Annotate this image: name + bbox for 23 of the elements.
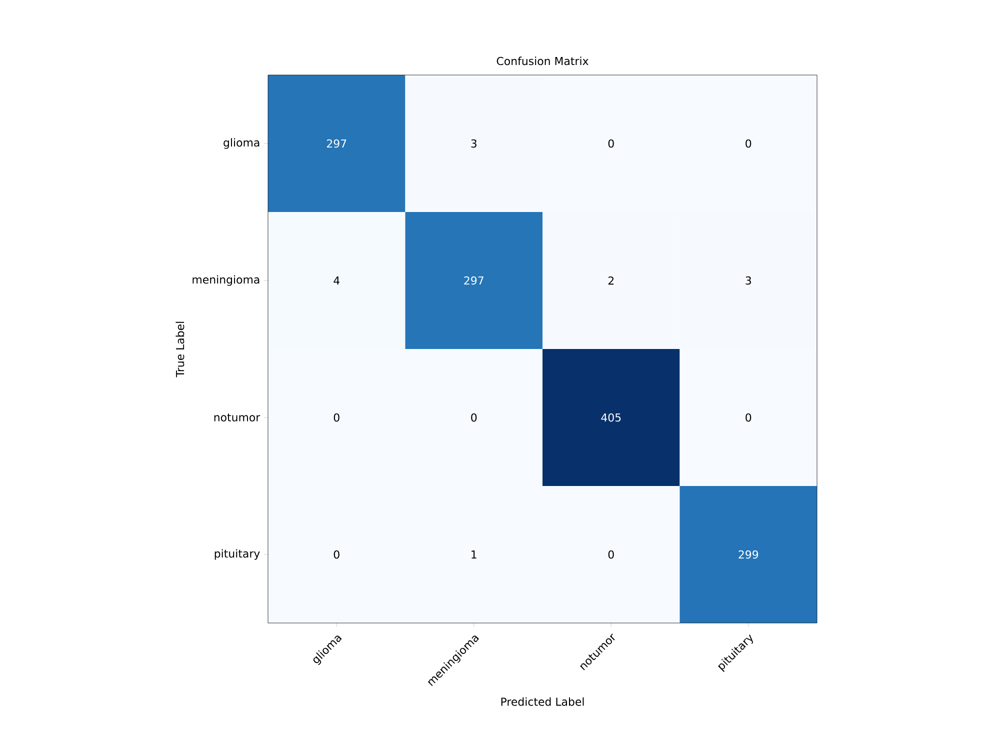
data-label: 0 bbox=[608, 550, 614, 559]
data-label: 299 bbox=[738, 550, 758, 559]
y-tick-label: pituitary bbox=[214, 549, 260, 560]
y-tick-label: glioma bbox=[224, 138, 260, 149]
data-label: 3 bbox=[746, 276, 751, 285]
data-label: 0 bbox=[334, 550, 340, 559]
data-label: 0 bbox=[746, 413, 752, 422]
data-label: 0 bbox=[471, 413, 477, 422]
data-label: 297 bbox=[326, 139, 346, 148]
y-tick-label: meningioma bbox=[192, 275, 260, 286]
data-label: 297 bbox=[464, 276, 484, 285]
data-label: 3 bbox=[471, 139, 476, 148]
x-axis-title: Predicted Label bbox=[501, 697, 584, 706]
data-label: 4 bbox=[334, 276, 340, 284]
data-label: 405 bbox=[601, 413, 621, 422]
y-tick-label: notumor bbox=[214, 414, 260, 422]
data-label: 0 bbox=[746, 139, 752, 148]
y-axis-title: True Label bbox=[176, 322, 184, 378]
data-label: 0 bbox=[608, 139, 614, 148]
data-label: 2 bbox=[608, 276, 614, 285]
data-label: 1 bbox=[472, 550, 476, 558]
data-label: 0 bbox=[334, 413, 340, 422]
chart-title: Confusion Matrix bbox=[496, 56, 588, 66]
